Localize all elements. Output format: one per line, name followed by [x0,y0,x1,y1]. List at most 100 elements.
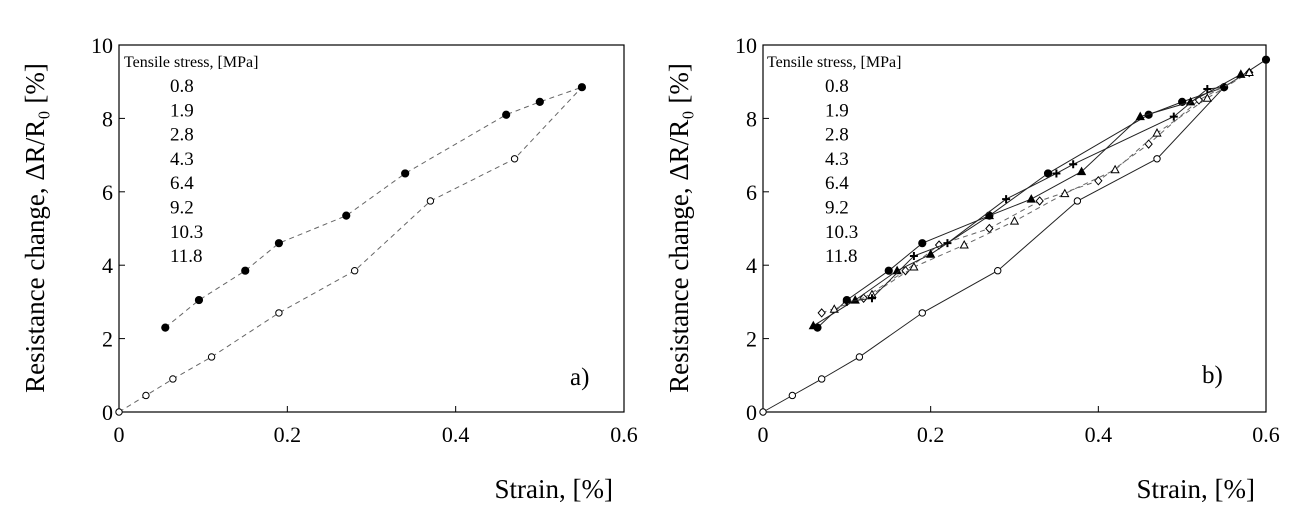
data-point [1026,194,1036,203]
data-point [1153,155,1161,163]
legend-entry: 11.8 [170,246,203,267]
data-point [1236,69,1246,78]
x-tick-label: 0 [114,422,125,447]
data-point [1002,195,1011,204]
plot-frame [118,44,625,413]
data-point [1185,96,1196,106]
data-point [1073,197,1082,205]
panel-a: 0 2 4 6 8 10 0 0.2 0.4 0.6 Strain, [%] Resistanc… [20,33,638,504]
data-point [817,308,826,318]
data-point [161,323,170,332]
y-tick-label: 6 [746,180,757,205]
y-axis-title: Resistance change, ΔR/R₀ [%] [664,63,694,393]
legend-entry: 0.8 [825,76,849,97]
x-tick-label: 0.4 [1085,422,1113,447]
data-point [274,239,284,248]
data-point [1135,111,1145,121]
legend-entry: 4.3 [170,149,194,170]
data-point [985,223,994,234]
data-point [401,169,410,178]
legend-entry: 9.2 [825,198,849,219]
legend-entry: 10.3 [170,222,203,243]
y-tick-label: 0 [746,400,757,425]
data-point [1060,188,1070,198]
data-point [1144,139,1153,149]
data-point [850,295,860,304]
data-point [884,266,893,275]
data-point [342,211,351,220]
data-point [577,83,587,92]
data-point [984,210,994,220]
y-tick-label: 4 [102,253,113,278]
panel-label: a) [570,364,589,391]
series-line [164,86,583,328]
legend-entry: 1.9 [825,100,849,121]
legend-entry: 1.9 [170,100,194,121]
panel-label: b) [1202,362,1223,389]
y-tick-label: 8 [102,106,113,131]
data-point [142,391,150,400]
y-tick-label: 2 [746,327,757,352]
data-point [1052,169,1061,178]
data-point [918,309,926,317]
series-line [813,73,1242,327]
y-tick-label: 8 [746,106,757,131]
legend-title: Tensile stress, [MPa] [124,54,258,71]
plot-frame [762,44,1267,413]
y-tick-label: 2 [102,327,113,352]
series-line [846,86,1225,303]
data-point [207,353,216,361]
legend-entry: 2.8 [825,125,849,146]
x-tick-label: 0.2 [917,422,945,447]
data-point [1009,216,1020,225]
data-point [842,297,851,306]
data-point [426,197,435,205]
data-point [1035,196,1044,206]
data-point [1069,160,1078,169]
legend-entry: 6.4 [825,173,849,194]
data-point [1203,85,1212,94]
y-axis-title: Resistance change, ΔR/R₀ [%] [20,63,50,393]
data-point [759,408,767,416]
data-point [867,294,876,303]
x-tick-label: 0.2 [274,422,302,447]
data-point [1076,166,1087,176]
x-tick-label: 0.6 [610,422,638,447]
data-point [909,252,918,261]
data-point [1244,67,1254,77]
data-point [943,239,952,248]
data-point [1043,169,1053,178]
x-tick-label: 0.6 [1252,422,1280,447]
legend-entry: 6.4 [170,173,194,194]
legend-entry: 11.8 [825,246,858,267]
data-point [115,408,123,416]
y-tick-label: 10 [735,33,757,58]
data-point [909,261,919,271]
data-point [1094,176,1103,186]
x-tick-label: 0.4 [442,422,470,447]
data-point [788,391,797,400]
y-tick-label: 0 [102,400,113,425]
y-tick-label: 4 [746,253,757,278]
data-point [892,265,902,275]
legend-entry: 4.3 [825,149,849,170]
data-point [808,320,818,330]
data-point [194,295,204,305]
legend-entry: 2.8 [170,125,194,146]
data-point [1110,164,1120,174]
data-point [926,249,936,258]
x-axis-title: Strain, [%] [1137,474,1255,504]
data-point [817,375,826,383]
data-point [829,304,839,313]
data-point [502,110,511,119]
data-point [169,375,177,383]
data-point [918,239,927,248]
x-tick-label: 0 [758,422,769,447]
y-tick-label: 6 [102,180,113,205]
y-tick-label: 10 [91,33,113,58]
legend-entry: 9.2 [170,198,194,219]
data-point [959,239,969,249]
data-point [1261,55,1271,64]
data-point [510,155,519,163]
